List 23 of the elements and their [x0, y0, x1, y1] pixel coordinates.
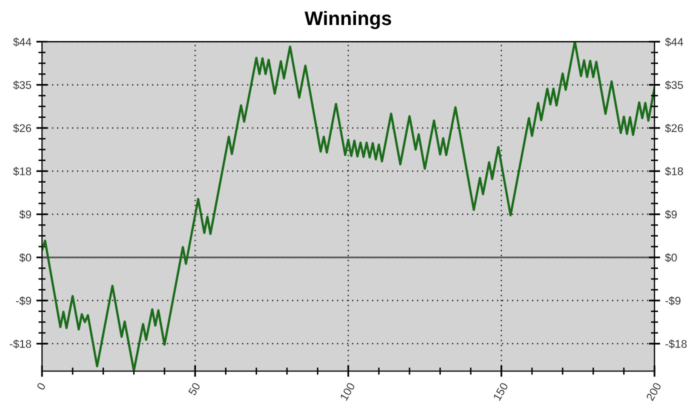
y-tick-label: $0 — [19, 253, 32, 262]
y-tick-label: -$18 — [10, 339, 32, 348]
y-tick-label: $44 — [13, 38, 32, 46]
x-tick-label: 0 — [36, 382, 46, 391]
y2-tick-label: $9 — [665, 210, 677, 220]
y2-tick-label: $18 — [665, 166, 683, 176]
x-tick-label: 200 — [646, 382, 662, 402]
x-tick-label: 150 — [492, 382, 508, 401]
x-tick-label: 100 — [340, 382, 356, 401]
line-series — [42, 42, 654, 372]
y-tick-label: $26 — [13, 124, 32, 133]
x-tick-label: 50 — [188, 382, 201, 396]
y2-tick-label: -$18 — [665, 339, 687, 348]
y-tick-label: -$9 — [16, 296, 32, 306]
y-tick-label: $9 — [19, 210, 32, 220]
y-tick-label: $18 — [13, 166, 32, 176]
y2-tick-label: -$9 — [665, 296, 680, 306]
y-tick-label: $35 — [13, 80, 32, 90]
y2-tick-label: $44 — [665, 38, 684, 46]
chart-title: Winnings — [304, 10, 392, 30]
y2-tick-label: $0 — [665, 253, 677, 262]
y2-tick-label: $26 — [665, 124, 683, 133]
y2-tick-label: $35 — [665, 80, 683, 90]
